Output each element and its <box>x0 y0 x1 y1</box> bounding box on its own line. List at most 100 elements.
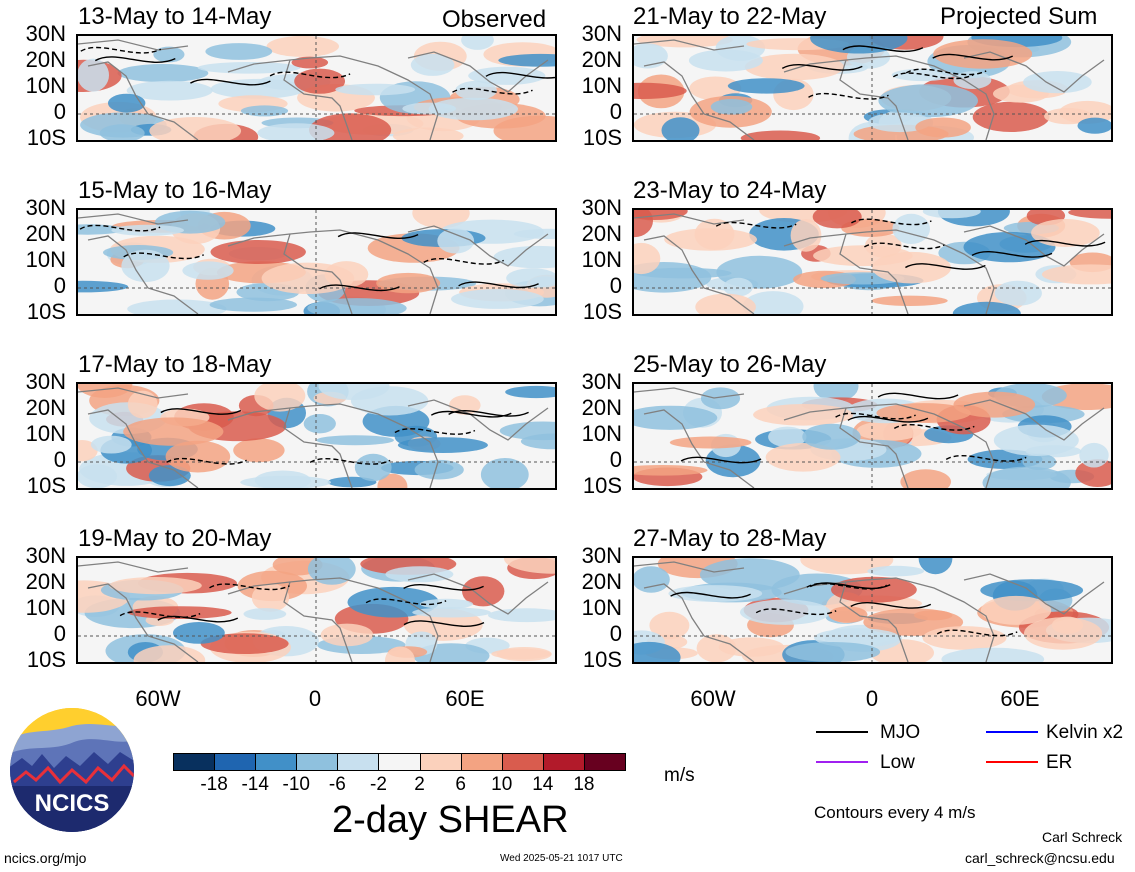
colorbar-tick-label: -18 <box>200 774 228 795</box>
panel-title: 23-May to 24-May <box>633 177 827 204</box>
lat-label: 10N <box>581 595 622 620</box>
lat-label: 20N <box>581 569 622 594</box>
colorbar <box>173 753 626 771</box>
panel-title: 19-May to 20-May <box>78 525 272 552</box>
kelvin-legend-label: Kelvin x2 <box>1046 722 1124 743</box>
colorbar-swatch <box>173 753 216 771</box>
lon-label: 0 <box>308 686 322 711</box>
lat-label: 30N <box>25 21 66 46</box>
lon-label: 60E <box>1000 686 1040 711</box>
footer-author: Carl Schreck <box>1042 829 1123 845</box>
lat-label: 0 <box>609 447 622 472</box>
colorbar-tick-label: 10 <box>491 774 513 795</box>
lat-label: 10S <box>582 299 622 324</box>
colorbar-swatch <box>214 753 257 771</box>
footer-timestamp: Wed 2025-05-21 1017 UTC <box>500 853 623 864</box>
shear-map-panel <box>76 34 557 142</box>
lat-label: 0 <box>609 99 622 124</box>
mjo-legend-line <box>816 731 868 733</box>
colorbar-swatch <box>542 753 585 771</box>
shear-map-panel <box>632 382 1113 490</box>
lat-label: 10N <box>25 247 66 272</box>
lat-label: 10N <box>581 73 622 98</box>
lat-label: 0 <box>53 99 66 124</box>
lat-label: 10N <box>581 247 622 272</box>
panel-title: 13-May to 14-May <box>78 3 272 30</box>
ncics-logo: NCICS <box>8 706 136 834</box>
shear-map-panel <box>76 208 557 316</box>
colorbar-tick-label: 2 <box>414 774 425 795</box>
panel-title: 21-May to 22-May <box>633 3 827 30</box>
panel-title: 15-May to 16-May <box>78 177 272 204</box>
footer-url[interactable]: ncics.org/mjo <box>4 850 87 866</box>
lat-label: 30N <box>581 369 622 394</box>
footer-email[interactable]: carl_schreck@ncsu.edu <box>965 850 1115 866</box>
lat-label: 10N <box>25 73 66 98</box>
lat-label: 20N <box>25 569 66 594</box>
kelvin-legend-line <box>986 731 1038 733</box>
lat-label: 0 <box>53 621 66 646</box>
lat-label: 10S <box>26 299 66 324</box>
colorbar-tick-label: 6 <box>455 774 466 795</box>
colorbar-swatch <box>378 753 421 771</box>
colorbar-swatch <box>337 753 380 771</box>
lat-label: 20N <box>25 47 66 72</box>
shear-map-panel <box>76 556 557 664</box>
lat-label: 30N <box>581 195 622 220</box>
contour-note: Contours every 4 m/s <box>814 803 976 822</box>
colorbar-tick-label: -10 <box>282 774 310 795</box>
projected-sum-label: Projected Sum <box>940 3 1098 30</box>
colorbar-unit: m/s <box>664 765 695 786</box>
colorbar-swatch <box>460 753 503 771</box>
shear-map-panel <box>76 382 557 490</box>
colorbar-tick-label: -14 <box>241 774 269 795</box>
shear-map-panel <box>632 34 1113 142</box>
lon-label: 60E <box>445 686 485 711</box>
lat-label: 20N <box>581 221 622 246</box>
shear-map-panel <box>632 556 1113 664</box>
lat-label: 10S <box>582 473 622 498</box>
lat-label: 20N <box>581 47 622 72</box>
lat-label: 30N <box>581 21 622 46</box>
lat-label: 10N <box>581 421 622 446</box>
er-legend-line <box>986 761 1038 763</box>
panel-title: 27-May to 28-May <box>633 525 827 552</box>
lon-label: 60W <box>135 686 181 711</box>
colorbar-swatch <box>501 753 544 771</box>
er-legend-label: ER <box>1046 752 1073 773</box>
lat-label: 20N <box>25 221 66 246</box>
lat-label: 10S <box>26 647 66 672</box>
low-legend-label: Low <box>880 752 915 773</box>
lat-label: 10S <box>582 125 622 150</box>
lat-label: 10S <box>26 473 66 498</box>
lat-label: 0 <box>53 273 66 298</box>
lat-label: 10S <box>26 125 66 150</box>
colorbar-swatch <box>296 753 339 771</box>
chart-title: 2-day SHEAR <box>332 799 569 841</box>
mjo-legend-label: MJO <box>880 722 921 743</box>
colorbar-swatch <box>419 753 462 771</box>
lat-label: 20N <box>25 395 66 420</box>
lat-label: 30N <box>25 369 66 394</box>
lat-label: 0 <box>609 273 622 298</box>
lat-label: 0 <box>53 447 66 472</box>
colorbar-tick-label: 18 <box>573 774 595 795</box>
low-legend-line <box>816 761 868 763</box>
lat-label: 30N <box>25 543 66 568</box>
panel-title: 25-May to 26-May <box>633 351 827 378</box>
lat-label: 10N <box>25 595 66 620</box>
lat-label: 10N <box>25 421 66 446</box>
logo-text: NCICS <box>34 790 110 817</box>
lat-label: 30N <box>25 195 66 220</box>
lon-label: 60W <box>690 686 736 711</box>
colorbar-swatch <box>255 753 298 771</box>
colorbar-tick-label: -6 <box>328 774 346 795</box>
shear-map-panel <box>632 208 1113 316</box>
lon-label: 0 <box>865 686 879 711</box>
lat-label: 0 <box>609 621 622 646</box>
colorbar-tick-label: 14 <box>532 774 554 795</box>
observed-label: Observed <box>442 6 547 33</box>
colorbar-tick-label: -2 <box>370 774 387 795</box>
lat-label: 30N <box>581 543 622 568</box>
panel-title: 17-May to 18-May <box>78 351 272 378</box>
